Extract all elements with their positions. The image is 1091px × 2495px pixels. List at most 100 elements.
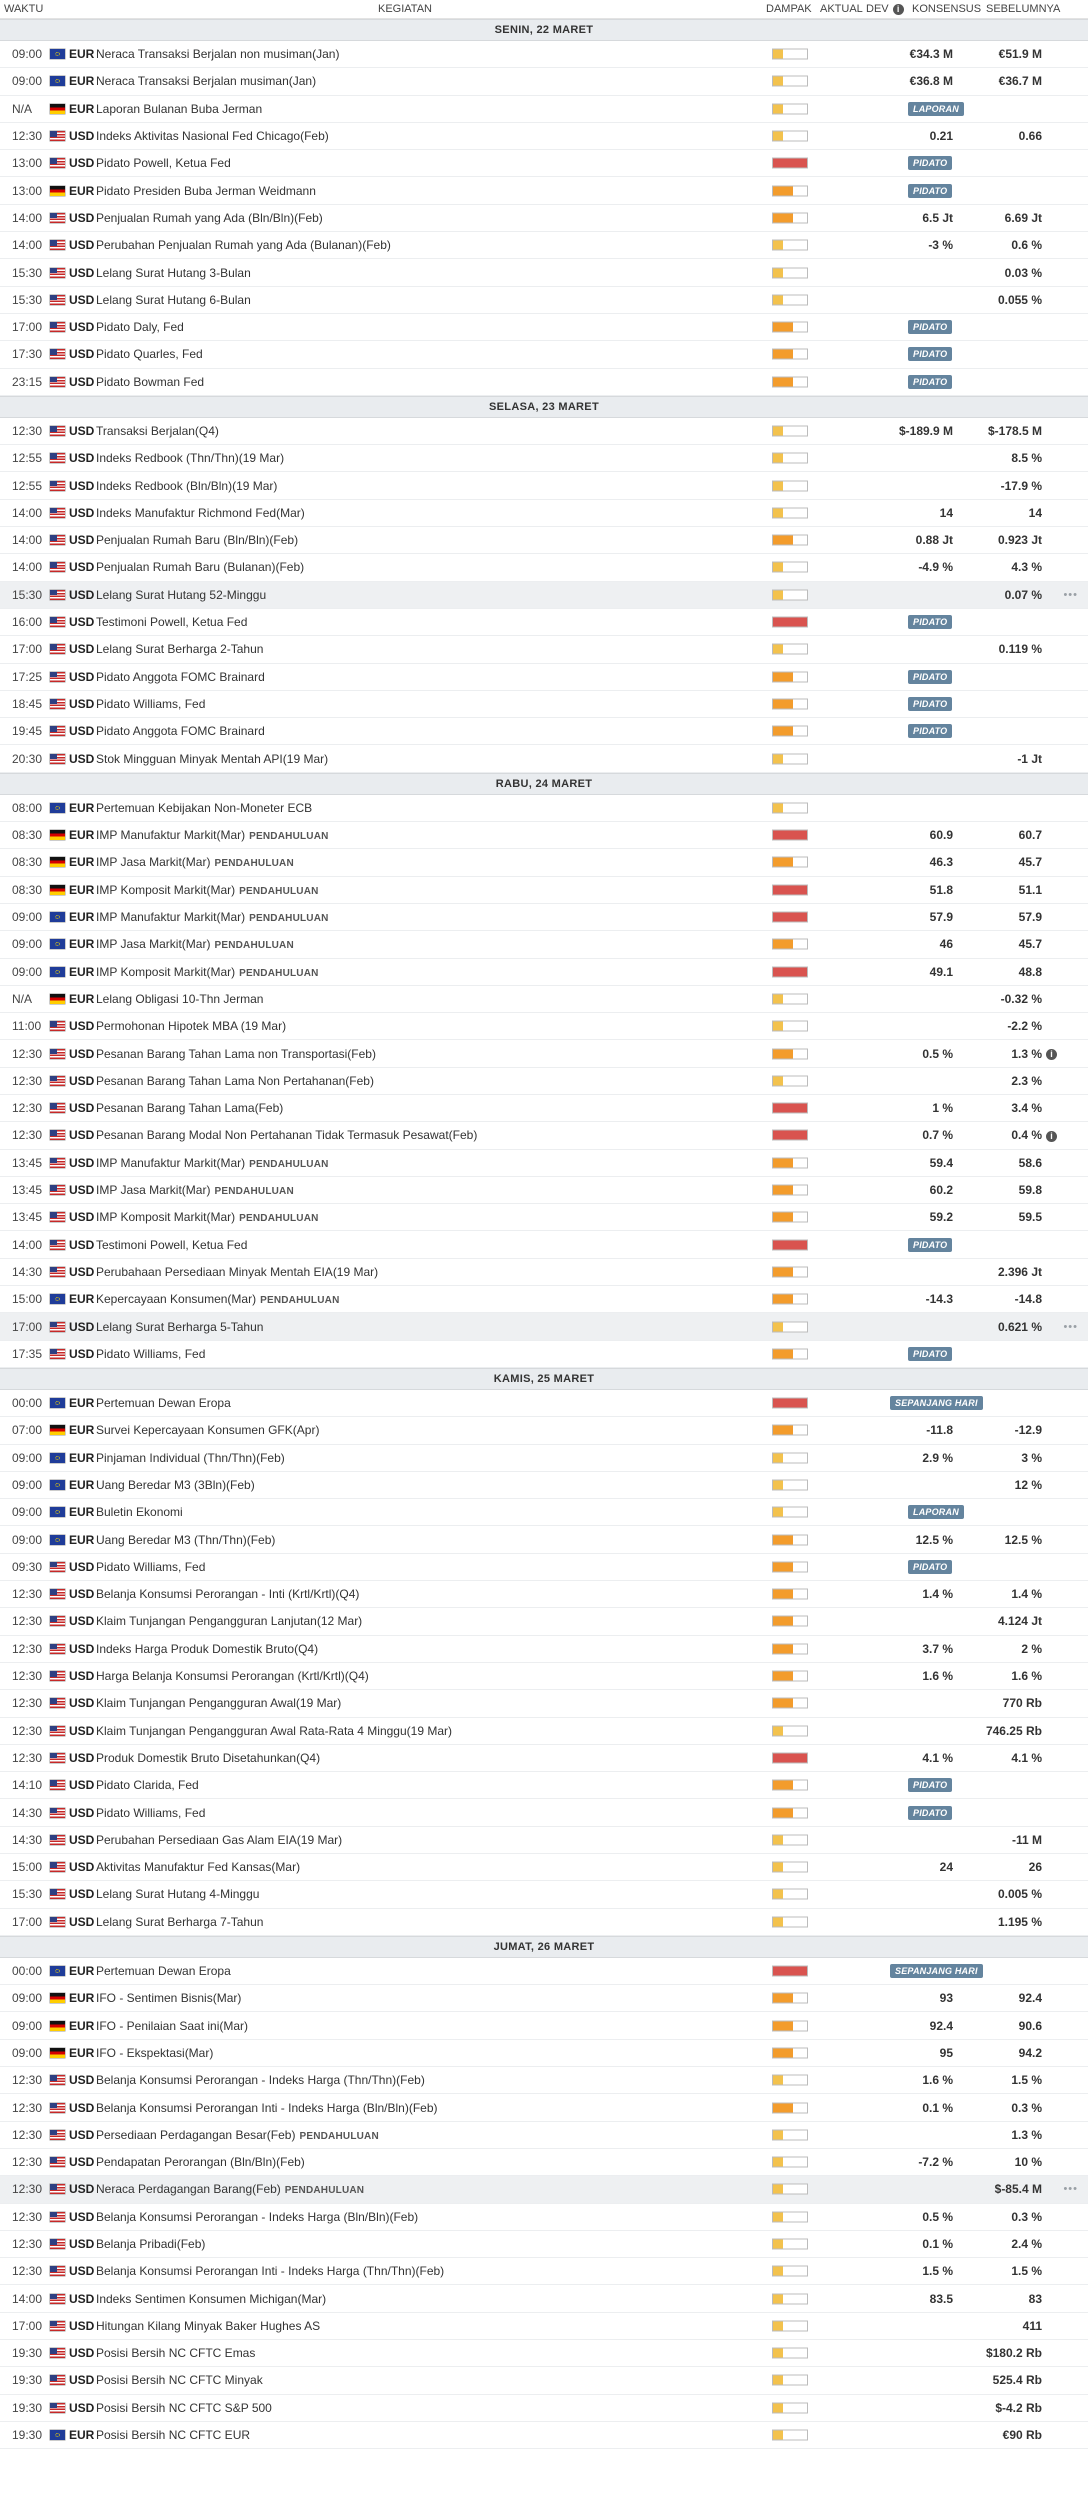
event-name[interactable]: Neraca Transaksi Berjalan musiman(Jan) [96,74,316,88]
event-name[interactable]: Pesanan Barang Modal Non Pertahanan Tida… [96,1128,477,1142]
event-name-text[interactable]: Buletin Ekonomi [96,1505,183,1520]
event-row[interactable]: 16:00 USD Testimoni Powell, Ketua Fed PIDAT… [0,609,1088,637]
event-name[interactable]: Laporan Bulanan Buba Jerman [96,102,262,116]
event-row[interactable]: 17:00 USD Pidato Daly, Fed PIDATO [0,314,1088,342]
event-name[interactable]: Perubahan Persediaan Gas Alam EIA(19 Mar… [96,1833,342,1847]
event-row[interactable]: 09:00 EUR Buletin Ekonomi LAPORAN [0,1499,1088,1527]
event-name-text[interactable]: Lelang Obligasi 10-Thn Jerman [96,991,264,1006]
event-row[interactable]: 15:30 USD Lelang Surat Hutang 6-Bulan 0.055… [0,287,1088,314]
event-row[interactable]: 13:45 USD IMP Komposit Markit(Mar) PENDAHUL… [0,1204,1088,1232]
event-row[interactable]: 15:30 USD Lelang Surat Hutang 3-Bulan 0.03 … [0,259,1088,287]
event-row[interactable]: 14:30 USD Pidato Williams, Fed PIDATO [0,1799,1088,1827]
event-name[interactable]: Indeks Harga Produk Domestik Bruto(Q4) [96,1642,318,1656]
event-name-text[interactable]: Pidato Williams, Fed [96,1559,206,1574]
event-name[interactable]: Pidato Quarles, Fed [96,347,203,361]
event-name-text[interactable]: Posisi Bersih NC CFTC Minyak [96,2373,263,2388]
event-name[interactable]: Persediaan Perdagangan Besar(Feb) PENDAHU… [96,2128,379,2142]
event-name[interactable]: Belanja Konsumsi Perorangan - Indeks Har… [96,2073,425,2087]
event-name[interactable]: IMP Jasa Markit(Mar) PENDAHULUAN [96,937,294,951]
event-row[interactable]: 09:00 EUR Pinjaman Individual (Thn/Thn)(Fe… [0,1445,1088,1472]
event-name-text[interactable]: Indeks Redbook (Thn/Thn)(19 Mar) [96,451,285,466]
event-name[interactable]: Penjualan Rumah Baru (Bulanan)(Feb) [96,560,304,574]
event-name[interactable]: Uang Beredar M3 (Thn/Thn)(Feb) [96,1533,275,1547]
event-name-text[interactable]: Lelang Surat Hutang 3-Bulan [96,265,251,280]
event-name[interactable]: Pidato Bowman Fed [96,375,204,389]
event-name-text[interactable]: Neraca Perdagangan Barang(Feb) [96,2182,281,2197]
event-name-text[interactable]: Neraca Transaksi Berjalan non musiman(Ja… [96,47,340,62]
event-name[interactable]: Buletin Ekonomi [96,1505,183,1519]
event-name[interactable]: Kepercayaan Konsumen(Mar) PENDAHULUAN [96,1292,340,1306]
event-name[interactable]: Belanja Konsumsi Perorangan - Indeks Har… [96,2210,418,2224]
event-name-text[interactable]: Survei Kepercayaan Konsumen GFK(Apr) [96,1423,320,1438]
event-row[interactable]: 12:30 USD Belanja Konsumsi Perorangan Inti… [0,2094,1088,2122]
event-name[interactable]: Transaksi Berjalan(Q4) [96,424,219,438]
event-name[interactable]: Neraca Perdagangan Barang(Feb) PENDAHULUA… [96,2182,364,2196]
event-name[interactable]: Pertemuan Dewan Eropa [96,1964,231,1978]
event-row[interactable]: 12:30 USD Pesanan Barang Tahan Lama Non Pe… [0,1068,1088,1095]
event-row[interactable]: 12:30 USD Belanja Konsumsi Perorangan Inti… [0,2258,1088,2286]
event-row[interactable]: 17:00 USD Lelang Surat Berharga 7-Tahun 1.1… [0,1909,1088,1936]
event-row[interactable]: 13:00 EUR Pidato Presiden Buba Jerman Weid… [0,177,1088,205]
event-name[interactable]: Hitungan Kilang Minyak Baker Hughes AS [96,2319,320,2333]
event-name-text[interactable]: IMP Manufaktur Markit(Mar) [96,1155,246,1170]
event-name-text[interactable]: Lelang Surat Berharga 2-Tahun [96,642,264,657]
event-row[interactable]: 14:00 USD Penjualan Rumah Baru (Bulanan)(F… [0,554,1088,582]
revision-info-icon[interactable]: i [1046,1048,1057,1060]
event-row[interactable]: 13:00 USD Pidato Powell, Ketua Fed PIDATO [0,150,1088,178]
event-row[interactable]: 12:30 USD Klaim Tunjangan Pengangguran Awa… [0,1690,1088,1718]
event-name[interactable]: Pidato Williams, Fed [96,1560,205,1574]
event-name-text[interactable]: Klaim Tunjangan Pengangguran Lanjutan(12… [96,1614,363,1629]
event-name-text[interactable]: Persediaan Perdagangan Besar(Feb) [96,2127,296,2142]
event-row[interactable]: 18:45 USD Pidato Williams, Fed PIDATO [0,691,1088,719]
more-options-icon[interactable]: ••• [1063,1320,1078,1333]
event-name-text[interactable]: IFO - Sentimen Bisnis(Mar) [96,1991,242,2006]
event-name-text[interactable]: Lelang Surat Hutang 4-Minggu [96,1887,260,1902]
event-row[interactable]: 12:30 USD Pesanan Barang Tahan Lama non Tr… [0,1040,1088,1068]
event-row[interactable]: 08:30 EUR IMP Manufaktur Markit(Mar) PENDAH… [0,822,1088,850]
event-name[interactable]: Belanja Pribadi(Feb) [96,2237,205,2251]
event-name-text[interactable]: Produk Domestik Bruto Disetahunkan(Q4) [96,1750,321,1765]
event-name-text[interactable]: Pesanan Barang Tahan Lama non Transporta… [96,1046,376,1061]
event-name-text[interactable]: Indeks Manufaktur Richmond Fed(Mar) [96,505,305,520]
event-name-text[interactable]: Pidato Williams, Fed [96,1346,206,1361]
event-row[interactable]: 14:00 USD Indeks Sentimen Konsumen Michiga… [0,2285,1088,2313]
event-name-text[interactable]: Indeks Sentimen Konsumen Michigan(Mar) [96,2291,327,2306]
event-name[interactable]: Klaim Tunjangan Pengangguran Awal(19 Mar… [96,1696,341,1710]
event-name[interactable]: Indeks Manufaktur Richmond Fed(Mar) [96,506,305,520]
event-name[interactable]: Klaim Tunjangan Pengangguran Lanjutan(12… [96,1614,362,1628]
event-name[interactable]: Perubahaan Persediaan Minyak Mentah EIA(… [96,1265,378,1279]
event-row[interactable]: 17:30 USD Pidato Quarles, Fed PIDATO [0,341,1088,369]
event-name-text[interactable]: Pesanan Barang Tahan Lama Non Pertahanan… [96,1073,374,1088]
event-name-text[interactable]: Permohonan Hipotek MBA (19 Mar) [96,1019,287,1034]
event-name[interactable]: Pidato Anggota FOMC Brainard [96,724,265,738]
event-row[interactable]: 12:55 USD Indeks Redbook (Bln/Bln)(19 Mar)… [0,472,1088,500]
event-row[interactable]: 15:30 USD Lelang Surat Hutang 52-Minggu 0.0… [0,581,1088,609]
event-name[interactable]: Lelang Surat Berharga 5-Tahun [96,1320,263,1334]
event-name[interactable]: Stok Mingguan Minyak Mentah API(19 Mar) [96,752,328,766]
event-name-text[interactable]: IMP Manufaktur Markit(Mar) [96,910,246,925]
event-name-text[interactable]: IFO - Ekspektasi(Mar) [96,2045,214,2060]
event-name[interactable]: Produk Domestik Bruto Disetahunkan(Q4) [96,1751,320,1765]
event-name[interactable]: Testimoni Powell, Ketua Fed [96,1238,247,1252]
event-name-text[interactable]: Belanja Pribadi(Feb) [96,2237,206,2251]
more-options-icon[interactable]: ••• [1063,2183,1078,2196]
event-row[interactable]: 09:30 USD Pidato Williams, Fed PIDATO [0,1554,1088,1582]
event-row[interactable]: 15:00 USD Aktivitas Manufaktur Fed Kansas(… [0,1854,1088,1882]
event-name-text[interactable]: Harga Belanja Konsumsi Perorangan (Krtl/… [96,1669,369,1684]
event-row[interactable]: 14:30 USD Perubahaan Persediaan Minyak Men… [0,1259,1088,1287]
event-row[interactable]: 17:00 USD Lelang Surat Berharga 5-Tahun 0.6… [0,1313,1088,1341]
event-name[interactable]: Posisi Bersih NC CFTC Emas [96,2346,255,2360]
event-name-text[interactable]: Lelang Surat Hutang 52-Minggu [96,587,267,602]
more-options-icon[interactable]: ••• [1063,588,1078,601]
event-row[interactable]: 12:30 USD Pendapatan Perorangan (Bln/Bln)(… [0,2149,1088,2177]
event-name-text[interactable]: Pinjaman Individual (Thn/Thn)(Feb) [96,1450,285,1465]
event-name-text[interactable]: Belanja Konsumsi Perorangan Inti - Indek… [96,2100,438,2115]
event-row[interactable]: 19:30 USD Posisi Bersih NC CFTC Emas $180.2… [0,2340,1088,2368]
event-name-text[interactable]: Laporan Bulanan Buba Jerman [96,101,263,116]
event-name-text[interactable]: Pesanan Barang Tahan Lama(Feb) [96,1101,284,1116]
event-name[interactable]: Pertemuan Kebijakan Non-Moneter ECB [96,801,312,815]
event-name[interactable]: Pesanan Barang Tahan Lama(Feb) [96,1101,283,1115]
event-name-text[interactable]: Indeks Aktivitas Nasional Fed Chicago(Fe… [96,129,329,144]
event-name-text[interactable]: Pertemuan Dewan Eropa [96,1396,231,1411]
event-name-text[interactable]: IMP Komposit Markit(Mar) [96,964,236,979]
